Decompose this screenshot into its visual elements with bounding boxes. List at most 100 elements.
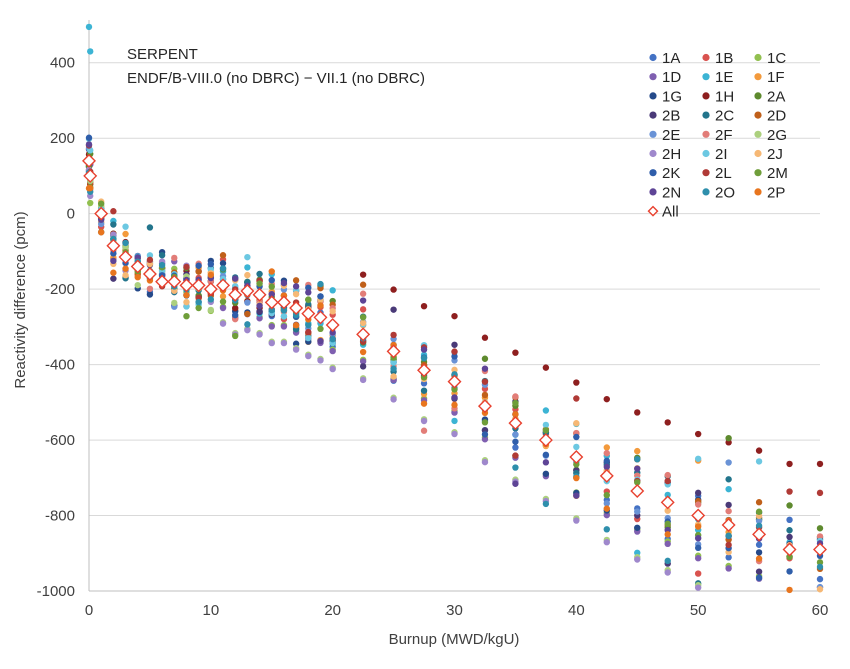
data-point-2L (451, 348, 458, 355)
data-point-2H (390, 396, 397, 403)
data-point-2C (146, 224, 154, 231)
all-series-point (477, 399, 492, 414)
data-point-1F (603, 444, 610, 451)
legend-marker-1G (649, 92, 657, 100)
legend-marker-2C (702, 111, 710, 119)
data-point-2M (786, 553, 793, 561)
y-tick-label: -600 (45, 432, 75, 449)
legend-marker-2B (649, 111, 657, 119)
x-tick-label: 50 (690, 602, 707, 619)
data-point-2K (268, 276, 275, 284)
data-point-2N (359, 297, 367, 304)
data-point-2J (359, 319, 367, 327)
data-point-2M (195, 304, 202, 312)
data-point-2J (573, 420, 580, 427)
data-point-2K (542, 451, 550, 458)
data-point-2H (110, 231, 117, 238)
legend-label-2O: 2O (715, 184, 735, 201)
data-point-2N (573, 492, 580, 499)
tick-labels: -1000 -800 -600 -400 -200 0 200 400 0 10 20 30 40 50 6… (37, 55, 829, 619)
legend-label-2P: 2P (767, 184, 785, 201)
data-point-2K (603, 457, 610, 465)
data-point-1D (329, 347, 336, 355)
x-tick-label: 10 (202, 602, 219, 619)
legend-label-2A: 2A (767, 88, 785, 105)
all-series-point (569, 450, 584, 465)
data-point-1A (816, 575, 824, 583)
data-point-2H (305, 352, 312, 360)
data-point-2F (171, 254, 178, 262)
data-point-2F (512, 393, 519, 400)
data-point-2K (512, 438, 519, 445)
legend-marker-2L (702, 169, 710, 177)
legend-marker-all (647, 205, 659, 217)
data-point-1H (542, 364, 550, 371)
legend-label-2N: 2N (662, 184, 681, 201)
data-point-2J (816, 586, 824, 593)
data-point-2O (305, 321, 312, 329)
data-point-2P (122, 265, 129, 272)
data-point-2D (195, 268, 202, 275)
data-point-2E (755, 517, 763, 525)
data-point-2H (244, 326, 251, 334)
data-point-2O (603, 526, 610, 533)
legend-label-all: All (662, 204, 679, 221)
data-point-2M (481, 419, 489, 426)
data-point-2B (725, 501, 732, 509)
data-point-2O (207, 296, 215, 303)
data-point-2I (694, 455, 702, 462)
all-series-point (301, 306, 316, 321)
all-series-point (313, 310, 328, 325)
all-series-point (752, 527, 767, 542)
data-point-2K (451, 353, 458, 360)
legend-label-2G: 2G (767, 127, 787, 144)
data-point-2M (305, 296, 312, 303)
data-point-2C (110, 221, 117, 228)
all-series-point (82, 153, 96, 168)
data-point-2H (268, 339, 275, 347)
all-series-points (82, 153, 827, 557)
legend-label-2H: 2H (662, 146, 681, 163)
data-point-1H (816, 460, 824, 468)
data-point-2H (451, 430, 458, 438)
data-point-2O (512, 464, 519, 471)
data-point-2L (305, 328, 312, 336)
x-tick-label: 20 (324, 602, 341, 619)
data-point-1D (694, 555, 702, 562)
data-point-2J (390, 373, 397, 380)
data-point-2P (97, 229, 105, 236)
data-point-2P (451, 401, 458, 409)
data-point-2M (268, 283, 275, 290)
data-point-1H (755, 447, 763, 454)
data-point-2G (207, 306, 215, 314)
data-point-1H (634, 409, 641, 416)
data-point-1E (244, 264, 251, 271)
data-point-2B (451, 341, 458, 348)
data-point-2A (725, 434, 732, 442)
legend-marker-2A (754, 92, 762, 100)
data-point-2N (317, 337, 324, 345)
data-point-1G (292, 340, 300, 347)
data-point-2L (110, 208, 117, 215)
data-point-2B (359, 363, 367, 370)
data-point-1F (634, 447, 641, 455)
data-point-2H (573, 517, 580, 524)
legend-marker-2F (702, 130, 710, 138)
data-point-2O (542, 500, 550, 508)
all-series-point (167, 274, 182, 289)
data-point-2M (183, 313, 190, 320)
data-point-2B (786, 533, 793, 541)
data-point-2I (146, 252, 154, 259)
data-point-2L (573, 395, 580, 402)
data-point-1A (755, 541, 763, 548)
data-point-2E (603, 500, 610, 507)
data-point-2J (183, 298, 190, 306)
data-point-2H (664, 569, 671, 576)
data-point-2P (420, 400, 428, 407)
data-point-1D (481, 436, 489, 443)
x-tick-label: 60 (812, 602, 829, 619)
all-series-point (325, 317, 340, 332)
data-point-2O (280, 307, 288, 314)
all-series-point (94, 206, 109, 221)
data-point-2M (816, 559, 824, 566)
